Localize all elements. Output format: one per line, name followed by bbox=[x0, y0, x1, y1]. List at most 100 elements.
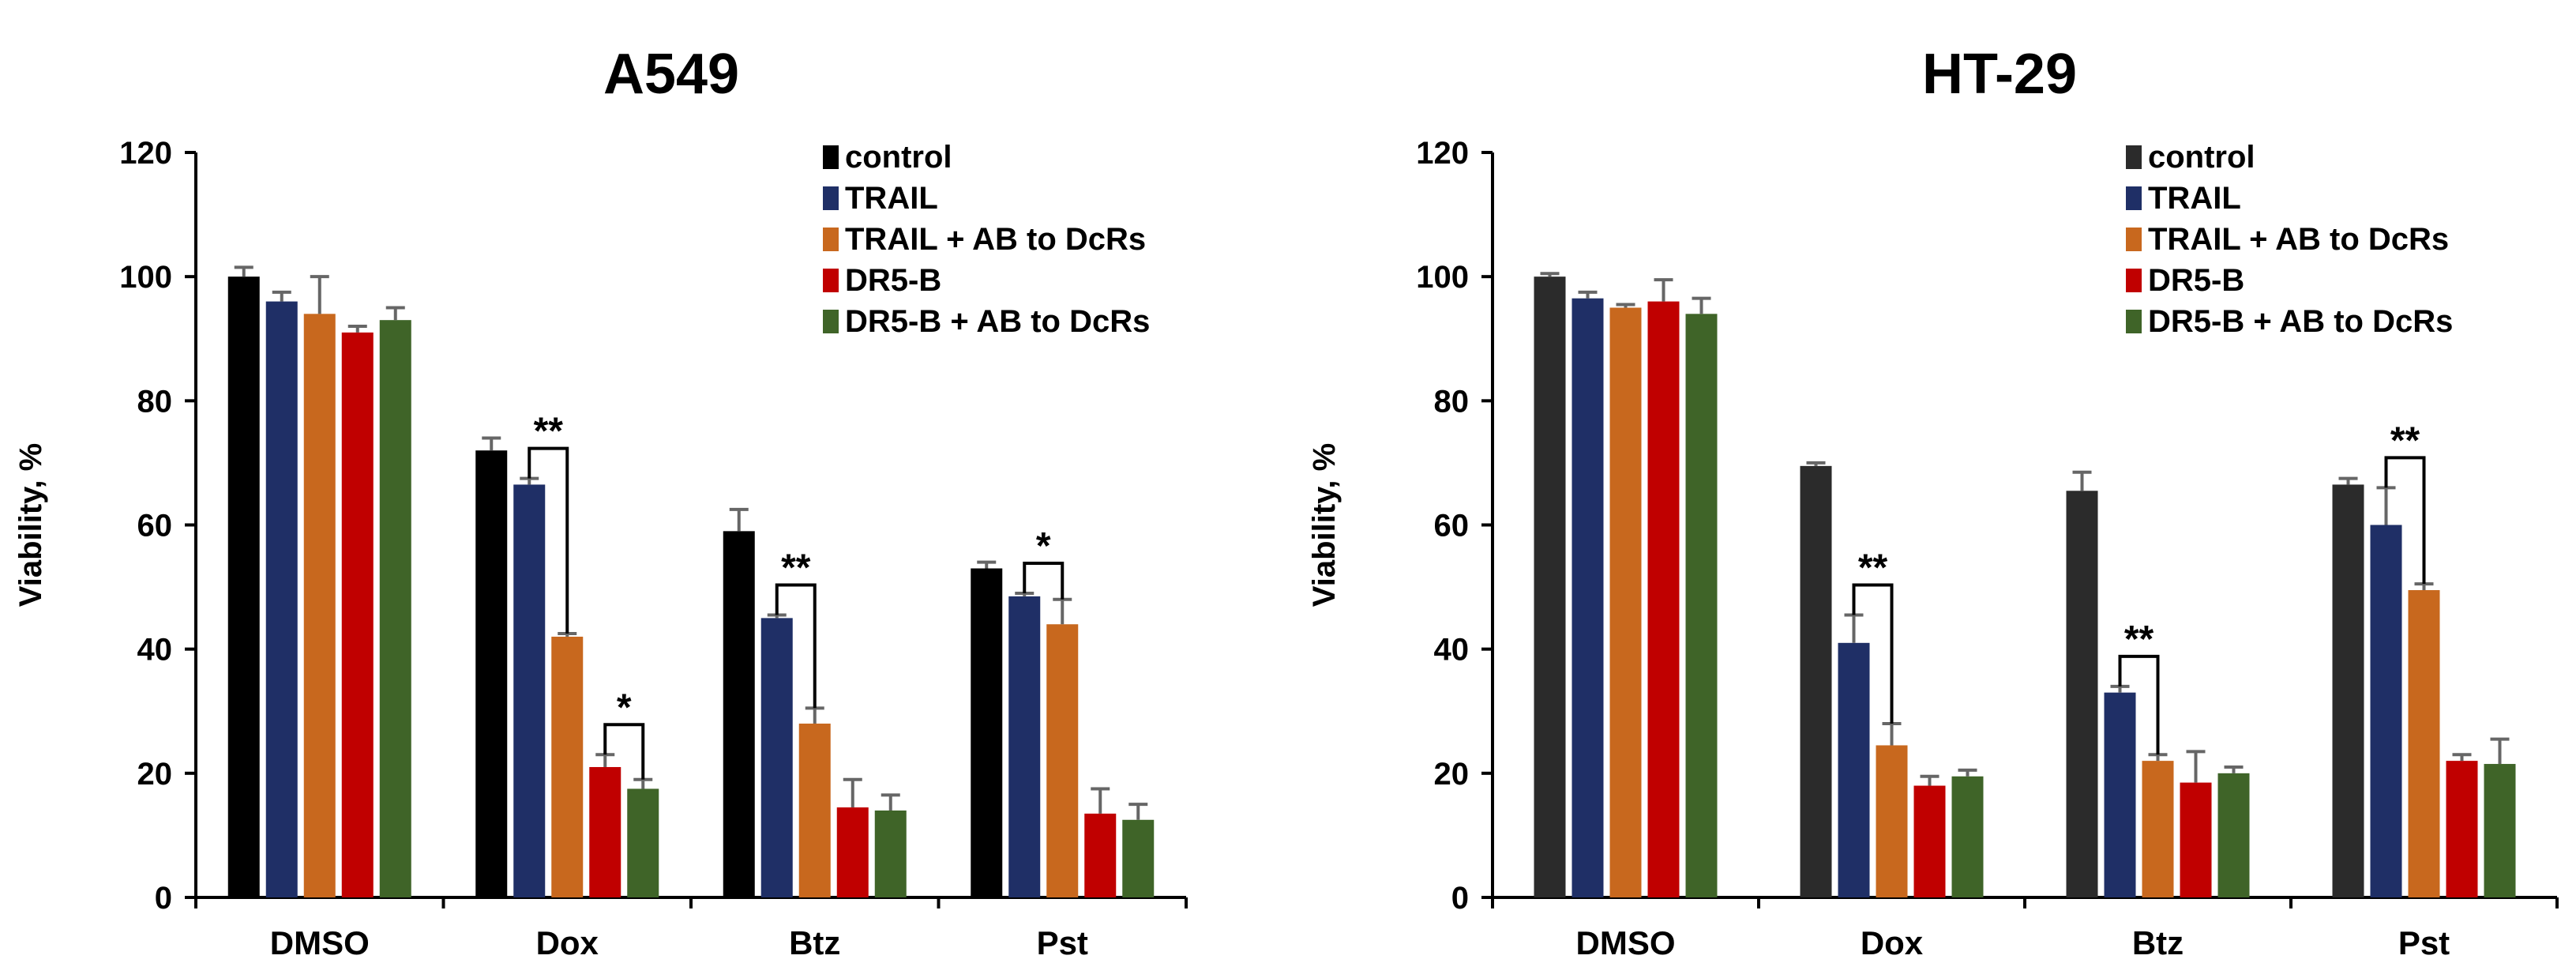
legend-swatch bbox=[823, 310, 839, 333]
significance-label: ** bbox=[2124, 619, 2154, 660]
bar bbox=[798, 723, 831, 897]
significance-bracket bbox=[603, 723, 645, 780]
y-tick-label: 0 bbox=[1451, 881, 1469, 916]
y-tick-label: 100 bbox=[1416, 260, 1469, 295]
y-tick-label: 100 bbox=[119, 260, 172, 295]
y-tick-label: 120 bbox=[1416, 136, 1469, 171]
y-tick-label: 20 bbox=[137, 757, 173, 792]
bar bbox=[2180, 782, 2212, 897]
bar bbox=[551, 636, 584, 897]
significance-bracket bbox=[1023, 561, 1065, 600]
chart-title: HT-29 bbox=[1922, 43, 2077, 106]
bar bbox=[1800, 465, 1832, 897]
bar bbox=[589, 766, 621, 897]
bar bbox=[723, 531, 755, 897]
significance-label: * bbox=[1036, 525, 1051, 567]
significance-label: ** bbox=[1858, 547, 1888, 589]
y-axis-label: Viability, % bbox=[1307, 443, 1342, 607]
bar bbox=[971, 568, 1003, 897]
significance-bracket bbox=[1852, 583, 1894, 724]
significance-label: * bbox=[617, 686, 632, 728]
category-label: Pst bbox=[1037, 924, 1088, 961]
legend-swatch bbox=[2126, 310, 2142, 333]
bar bbox=[1951, 776, 1984, 897]
legend-label: TRAIL bbox=[845, 181, 938, 216]
bar bbox=[1913, 785, 1946, 897]
legend-label: TRAIL + AB to DcRs bbox=[2148, 222, 2449, 257]
legend-swatch bbox=[823, 145, 839, 169]
y-tick-label: 20 bbox=[1434, 757, 1470, 792]
bar bbox=[836, 807, 869, 897]
legend-swatch bbox=[823, 228, 839, 251]
category-label: Dox bbox=[536, 924, 599, 961]
legend-swatch bbox=[2126, 145, 2142, 169]
legend-swatch bbox=[2126, 228, 2142, 251]
chart-a549: A549 Viability, % 0 20 40 60 80 100 120 DMSO Dox Bt… bbox=[13, 43, 1188, 961]
legend-swatch bbox=[2126, 186, 2142, 210]
bar bbox=[2104, 692, 2136, 897]
legend-label: control bbox=[2148, 140, 2255, 175]
significance-label: ** bbox=[781, 547, 811, 589]
legend-label: TRAIL + AB to DcRs bbox=[845, 222, 1146, 257]
bar bbox=[303, 314, 336, 898]
significance-label: ** bbox=[2390, 419, 2420, 461]
bar bbox=[1534, 276, 1566, 898]
chart-title: A549 bbox=[603, 43, 739, 106]
y-tick-label: 80 bbox=[137, 384, 173, 419]
bar bbox=[2408, 590, 2440, 897]
bar bbox=[760, 618, 793, 897]
bar bbox=[1046, 624, 1079, 897]
bar bbox=[2446, 761, 2478, 897]
bar bbox=[2370, 525, 2402, 897]
legend-label: DR5-B bbox=[845, 263, 941, 298]
category-label: Dox bbox=[1861, 924, 1924, 961]
category-label: Pst bbox=[2398, 924, 2450, 961]
legend-swatch bbox=[823, 269, 839, 292]
bar bbox=[2217, 773, 2250, 897]
bar bbox=[1122, 819, 1155, 897]
significance-label: ** bbox=[534, 411, 564, 453]
legend-label: control bbox=[845, 140, 952, 175]
bar bbox=[1084, 813, 1117, 897]
y-tick-label: 60 bbox=[1434, 509, 1470, 544]
legend-label: DR5-B + AB to DcRs bbox=[2148, 304, 2453, 339]
chart-ht-29: HT-29 Viability, % 0 20 40 60 80 100 120 DMSO Dox B… bbox=[1307, 43, 2559, 961]
bar bbox=[475, 450, 508, 897]
legend-swatch bbox=[2126, 269, 2142, 292]
bar bbox=[1838, 642, 1870, 897]
y-tick-label: 40 bbox=[1434, 633, 1470, 668]
bar bbox=[1572, 298, 1604, 897]
bar bbox=[2066, 491, 2098, 897]
bar bbox=[1647, 301, 1680, 898]
y-tick-label: 40 bbox=[137, 633, 173, 668]
bar bbox=[627, 788, 659, 897]
legend-label: TRAIL bbox=[2148, 181, 2241, 216]
legend-label: DR5-B + AB to DcRs bbox=[845, 304, 1150, 339]
y-axis-label: Viability, % bbox=[13, 443, 48, 607]
bar bbox=[227, 276, 260, 898]
significance-bracket bbox=[2384, 456, 2426, 585]
category-label: Btz bbox=[789, 924, 840, 961]
y-tick-label: 80 bbox=[1434, 384, 1470, 419]
bar bbox=[341, 332, 374, 897]
bar bbox=[265, 301, 298, 898]
significance-bracket bbox=[528, 446, 569, 634]
y-tick-label: 60 bbox=[137, 509, 173, 544]
legend-swatch bbox=[823, 186, 839, 210]
bar bbox=[1008, 596, 1041, 897]
significance-bracket bbox=[775, 583, 817, 709]
bar bbox=[2142, 761, 2174, 897]
category-label: DMSO bbox=[270, 924, 370, 961]
category-label: Btz bbox=[2132, 924, 2184, 961]
bar bbox=[1609, 307, 1642, 897]
y-tick-label: 0 bbox=[155, 881, 172, 916]
significance-bracket bbox=[2118, 654, 2160, 755]
bar bbox=[2484, 764, 2516, 897]
bar bbox=[2332, 484, 2364, 897]
y-tick-label: 120 bbox=[119, 136, 172, 171]
bar bbox=[513, 484, 546, 897]
bar bbox=[1685, 314, 1718, 898]
category-label: DMSO bbox=[1576, 924, 1676, 961]
